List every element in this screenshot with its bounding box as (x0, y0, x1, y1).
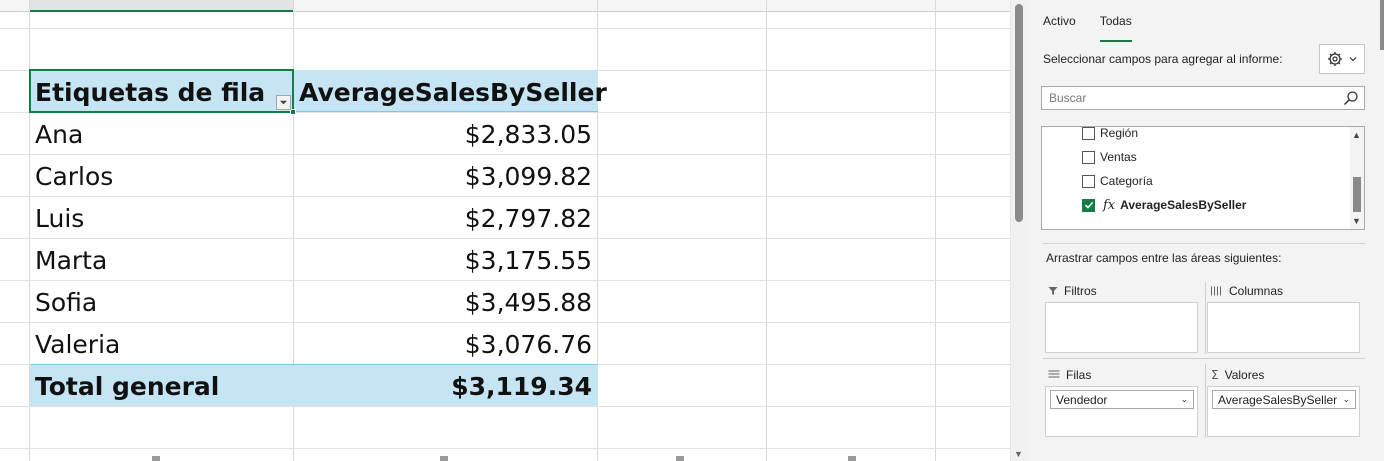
pivot-row-value[interactable]: $3,076.76 (464, 329, 592, 359)
pivot-row-name[interactable]: Sofia (35, 287, 98, 317)
rows-drop-zone[interactable]: Vendedor ⌄ (1045, 386, 1198, 437)
columns-icon (1211, 286, 1221, 296)
scrollbar-thumb[interactable] (1015, 4, 1023, 222)
gridline (0, 322, 1010, 323)
field-checkbox[interactable] (1082, 127, 1095, 140)
pivot-total-background (30, 364, 598, 406)
tab-todas[interactable]: Todas (1099, 14, 1132, 42)
field-item[interactable]: Categoría (1082, 172, 1153, 190)
pivot-header-background (30, 70, 598, 112)
divider (1043, 243, 1365, 244)
scroll-down-arrow-icon[interactable]: ▼ (1014, 449, 1023, 459)
pivot-row-name[interactable]: Ana (35, 119, 84, 149)
gridline (0, 406, 1010, 407)
field-item[interactable]: Ventas (1082, 148, 1137, 166)
pivot-total-label[interactable]: Total general (35, 371, 220, 401)
scroll-down-arrow-icon[interactable]: ▼ (1352, 216, 1361, 226)
search-icon[interactable] (1343, 90, 1359, 106)
pane-scrollbar-thumb[interactable] (1380, 0, 1384, 50)
column-letter-fragment (848, 456, 856, 461)
field-label: AverageSalesBySeller (1120, 198, 1247, 212)
column-letter-fragment (676, 456, 684, 461)
field-checkbox-checked[interactable] (1082, 198, 1095, 212)
pivot-row-value[interactable]: $2,797.82 (464, 203, 592, 233)
rows-icon (1048, 370, 1060, 378)
fill-handle[interactable] (290, 109, 296, 115)
chevron-down-icon (1349, 57, 1357, 62)
scrollbar-thumb[interactable] (1353, 177, 1361, 212)
field-list-settings-button[interactable] (1319, 44, 1365, 74)
gridline (0, 448, 1010, 449)
pivot-row-label-header[interactable]: Etiquetas de fila (35, 77, 266, 107)
field-item[interactable]: fx AverageSalesBySeller (1082, 196, 1246, 214)
field-list[interactable]: Región Ventas Categoría fx AverageSalesB… (1041, 126, 1365, 230)
filter-icon (1048, 287, 1058, 295)
field-label: Ventas (1100, 150, 1137, 164)
row-filter-dropdown-button[interactable] (276, 95, 291, 110)
pane-tabs: Activo Todas (1043, 14, 1132, 42)
pivot-row-name[interactable]: Marta (35, 245, 108, 275)
gridline (597, 0, 598, 461)
gridline (0, 280, 1010, 281)
pivot-row-value[interactable]: $2,833.05 (464, 119, 592, 149)
tab-activo[interactable]: Activo (1043, 14, 1076, 28)
columns-area-title: Columnas (1211, 284, 1283, 298)
pivot-row-name[interactable]: Luis (35, 203, 85, 233)
gridline (935, 0, 936, 461)
chevron-down-icon (279, 100, 288, 105)
choose-fields-label: Seleccionar campos para agregar al infor… (1043, 52, 1283, 66)
filters-area-title: Filtros (1048, 284, 1097, 298)
divider (1205, 364, 1206, 438)
field-label: Región (1100, 126, 1139, 140)
gridline (0, 112, 1010, 113)
rows-field-pill[interactable]: Vendedor ⌄ (1050, 390, 1194, 409)
pivot-row-name[interactable]: Carlos (35, 161, 114, 191)
filters-drop-zone[interactable] (1045, 302, 1198, 353)
drag-fields-label: Arrastrar campos entre las áreas siguien… (1046, 251, 1282, 265)
values-drop-zone[interactable]: AverageSalesBySeller ⌄ (1207, 386, 1360, 437)
gridline (0, 154, 1010, 155)
pivot-row-value[interactable]: $3,175.55 (464, 245, 592, 275)
gridline (29, 0, 30, 461)
pivot-row-value[interactable]: $3,495.88 (464, 287, 592, 317)
selected-column-header[interactable] (30, 0, 293, 12)
sigma-icon: Σ (1211, 368, 1219, 382)
divider (1043, 358, 1365, 359)
rows-area-title: Filas (1048, 368, 1091, 382)
gear-icon (1328, 52, 1342, 66)
field-checkbox[interactable] (1082, 174, 1095, 188)
pivot-total-value[interactable]: $3,119.34 (451, 371, 592, 401)
chevron-down-icon[interactable]: ⌄ (1342, 394, 1350, 404)
values-field-pill[interactable]: AverageSalesBySeller ⌄ (1212, 390, 1356, 409)
field-label: Categoría (1100, 174, 1153, 188)
scroll-up-arrow-icon[interactable]: ▲ (1352, 130, 1361, 140)
pivot-fields-pane: Activo Todas Seleccionar campos para agr… (1028, 0, 1384, 461)
column-letter-fragment (152, 456, 160, 461)
columns-drop-zone[interactable] (1207, 302, 1360, 353)
gridline (0, 196, 1010, 197)
gridline (766, 0, 767, 461)
field-list-scrollbar[interactable]: ▲ ▼ (1350, 127, 1364, 229)
values-field-label: AverageSalesBySeller (1218, 392, 1338, 407)
divider (1205, 282, 1206, 354)
pivot-row-value[interactable]: $3,099.82 (464, 161, 592, 191)
column-letter-fragment (440, 456, 448, 461)
gridline (0, 28, 1010, 29)
chevron-down-icon[interactable]: ⌄ (1180, 394, 1188, 404)
rows-field-label: Vendedor (1056, 392, 1108, 407)
worksheet-grid[interactable]: Etiquetas de fila AverageSalesBySeller A… (0, 0, 1010, 461)
pivot-row-name[interactable]: Valeria (35, 329, 121, 359)
gridline (0, 238, 1010, 239)
values-area-title: Σ Valores (1211, 368, 1265, 382)
field-checkbox[interactable] (1082, 150, 1095, 164)
active-cell-border (29, 69, 294, 113)
gridline (293, 0, 294, 461)
fx-measure-icon: fx (1103, 197, 1116, 213)
field-search-input[interactable] (1042, 87, 1332, 109)
field-search-box[interactable] (1041, 86, 1365, 110)
field-item[interactable]: Región (1082, 126, 1139, 142)
checkmark-icon (1084, 201, 1093, 209)
pivot-value-header[interactable]: AverageSalesBySeller (299, 77, 607, 107)
worksheet-vertical-scrollbar[interactable]: ▼ (1010, 0, 1028, 461)
